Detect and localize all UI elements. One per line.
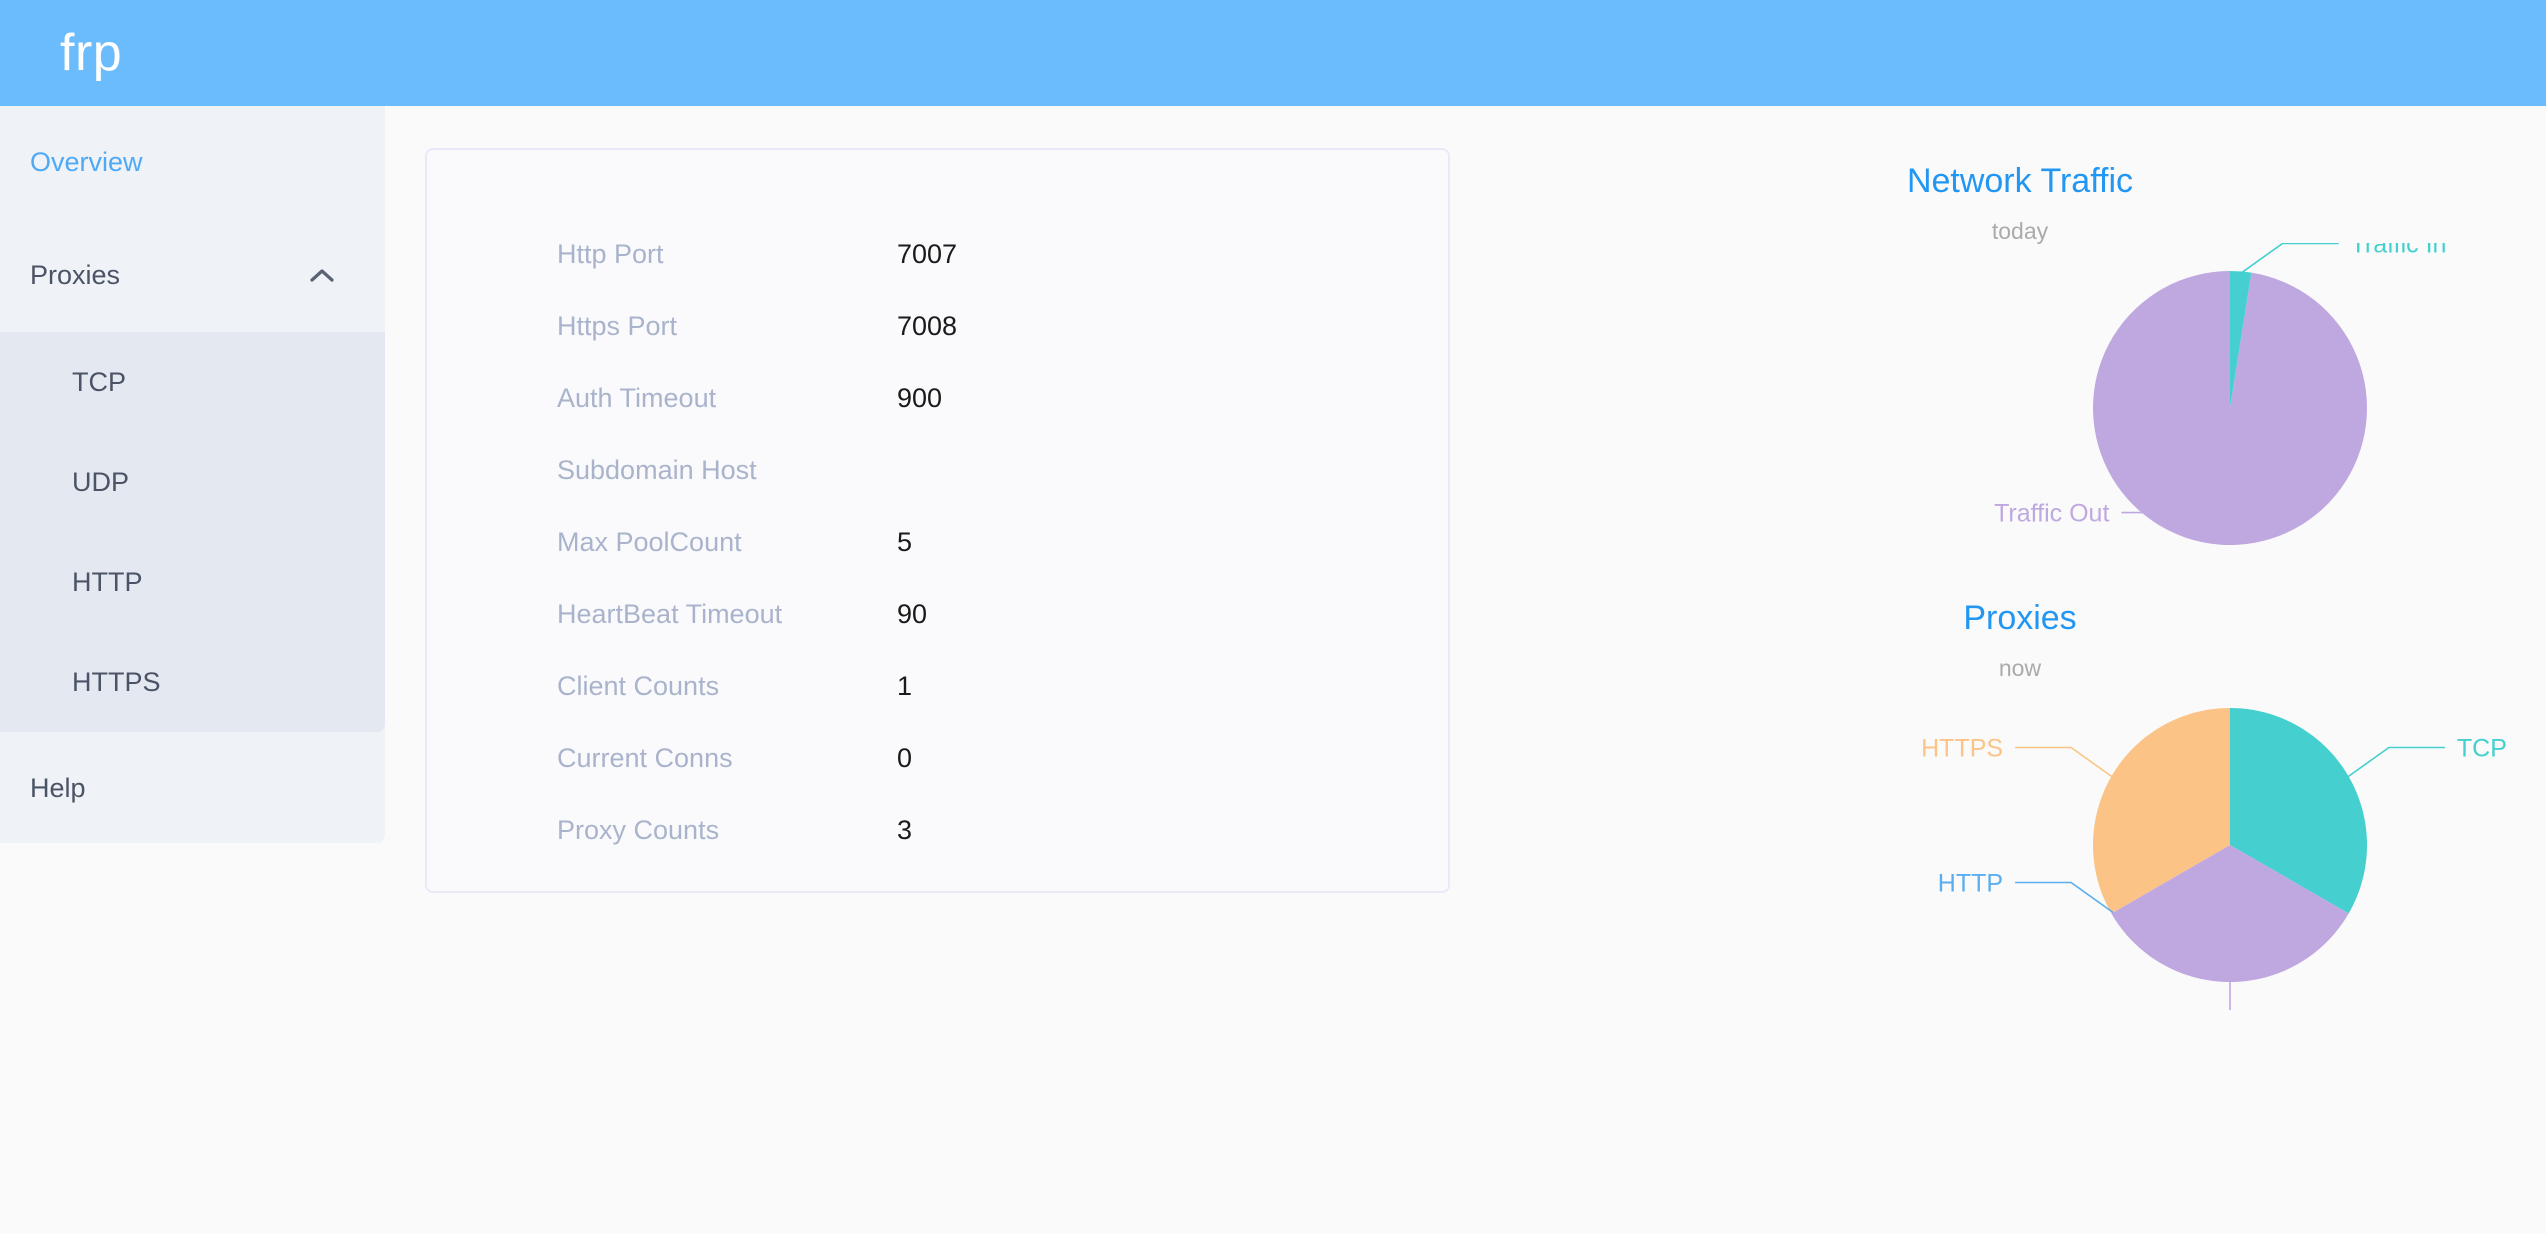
server-info-row: Current Conns 0: [427, 722, 1448, 794]
pie-leader-line: [2015, 746, 2114, 779]
sidebar-item-http[interactable]: HTTP: [0, 532, 385, 632]
server-info-value: 0: [897, 742, 913, 773]
server-info-value: 3: [897, 814, 913, 845]
brand-title: frp: [60, 24, 123, 82]
pie-slice-label: TCP: [2457, 735, 2507, 763]
pie-leader-line: [2015, 881, 2114, 914]
server-info-row: Proxy Counts 3: [427, 794, 1448, 866]
sidebar-item-label-tcp: TCP: [72, 366, 126, 397]
pie-leader-line: [2240, 243, 2339, 275]
proxies-title: Proxies: [1963, 599, 2077, 637]
pie-slice[interactable]: [2230, 271, 2252, 408]
sidebar-item-overview[interactable]: Overview: [0, 106, 385, 219]
network-traffic-chart: Network Traffic today Traffic In Traffic …: [1495, 106, 2545, 573]
sidebar-item-label-http: HTTP: [72, 566, 143, 597]
sidebar-item-help[interactable]: Help: [0, 732, 385, 845]
server-info-label: Https Port: [557, 310, 678, 341]
server-info-row: Auth Timeout 900: [427, 362, 1448, 434]
sidebar-item-label-help: Help: [30, 773, 86, 803]
pie-slice-label: HTTPS: [1921, 735, 2003, 763]
server-info-label: Subdomain Host: [557, 454, 757, 485]
pie-leader-line: [2121, 511, 2220, 544]
sidebar-item-tcp[interactable]: TCP: [0, 332, 385, 432]
network-traffic-canvas[interactable]: Traffic In Traffic Out: [1495, 243, 2545, 573]
pie-slice[interactable]: [2093, 708, 2230, 914]
server-info-label: Current Conns: [557, 742, 733, 773]
server-info-list: Http Port 7007 Https Port 7008 Auth Timeout 9…: [427, 218, 1448, 866]
sidebar-item-proxies[interactable]: Proxies: [0, 219, 385, 332]
server-info-value: 7007: [897, 238, 958, 269]
server-info-value: 1: [897, 670, 913, 701]
server-info-label: Client Counts: [557, 670, 720, 701]
server-info-value: 5: [897, 526, 913, 557]
proxies-subtitle: now: [1998, 655, 2042, 681]
sidebar-item-https[interactable]: HTTPS: [0, 632, 385, 732]
server-info-label: Max PoolCount: [557, 526, 742, 557]
pie-slice[interactable]: [2093, 271, 2367, 545]
pie-slice-label: HTTP: [1938, 870, 2003, 898]
pie-slice-label: Traffic Out: [1994, 500, 2109, 528]
server-info-row: HeartBeat Timeout 90: [427, 578, 1448, 650]
sidebar-item-label-udp: UDP: [72, 466, 130, 497]
chevron-up-icon[interactable]: [305, 259, 339, 293]
server-info-label: Auth Timeout: [557, 382, 717, 413]
sidebar: Overview Proxies TCP UDP HTTP HTTPS Help: [0, 106, 385, 843]
pie-leader-line: [2229, 980, 2231, 1010]
server-info-card: Http Port 7007 Https Port 7008 Auth Timeout 9…: [425, 148, 1450, 893]
server-info-row: Http Port 7007: [427, 218, 1448, 290]
network-traffic-title: Network Traffic: [1906, 162, 2134, 200]
server-info-label: HeartBeat Timeout: [557, 598, 783, 629]
pie-slice-label: Traffic In: [2351, 243, 2447, 258]
sidebar-item-label-overview: Overview: [30, 147, 143, 177]
server-info-row: Https Port 7008: [427, 290, 1448, 362]
server-info-row: Max PoolCount 5: [427, 506, 1448, 578]
main-content: Http Port 7007 Https Port 7008 Auth Timeout 9…: [385, 106, 2546, 1234]
server-info-value: 900: [897, 382, 943, 413]
pie-svg: Traffic In Traffic Out: [1994, 243, 2447, 545]
server-info-label: Proxy Counts: [557, 814, 720, 845]
network-traffic-subtitle: today: [1991, 218, 2049, 244]
sidebar-item-label-proxies: Proxies: [30, 260, 121, 290]
sidebar-item-label-https: HTTPS: [72, 666, 161, 697]
server-info-value: 90: [897, 598, 928, 629]
sidebar-item-udp[interactable]: UDP: [0, 432, 385, 532]
sidebar-submenu-proxies: TCP UDP HTTP HTTPS: [0, 332, 385, 732]
server-info-row: Client Counts 1: [427, 650, 1448, 722]
pie-slice[interactable]: [2230, 708, 2367, 914]
app-header: frp: [0, 0, 2546, 106]
server-info-row: Subdomain Host: [427, 434, 1448, 506]
pie-leader-line: [2346, 746, 2445, 779]
charts-column: Network Traffic today Traffic In Traffic …: [1495, 106, 2545, 1234]
server-info-value: 7008: [897, 310, 958, 341]
server-info-label: Http Port: [557, 238, 664, 269]
